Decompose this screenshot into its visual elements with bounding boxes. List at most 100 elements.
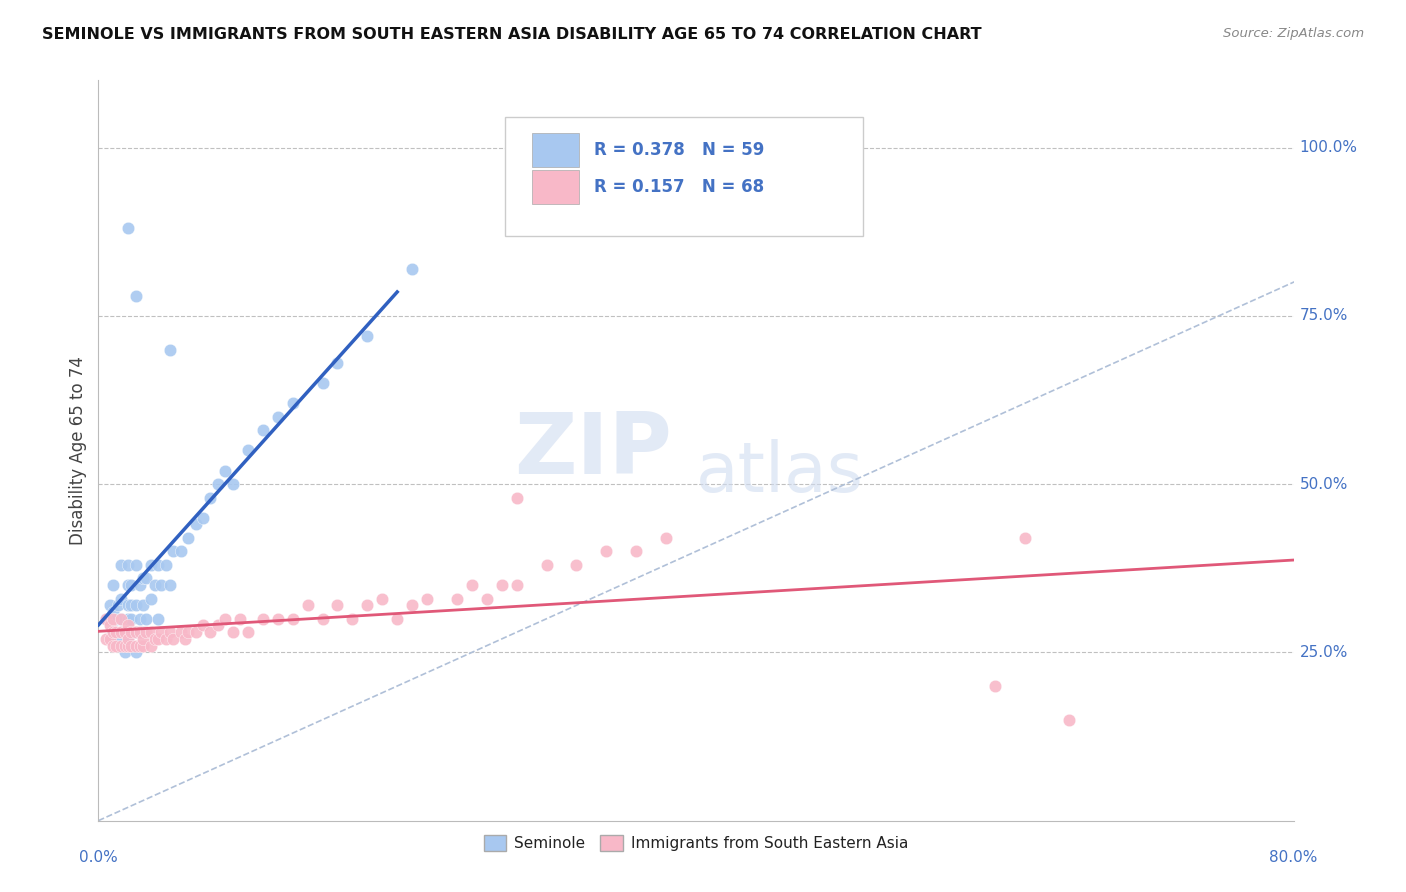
Point [207, 477, 229, 491]
Point [103, 639, 125, 653]
Point [103, 625, 125, 640]
Point [103, 625, 125, 640]
Point [169, 544, 191, 558]
Point [125, 288, 148, 302]
Point [110, 639, 132, 653]
Point [162, 632, 184, 646]
Point [117, 612, 139, 626]
Point [120, 625, 142, 640]
Point [385, 612, 409, 626]
Point [125, 625, 148, 640]
Point [120, 599, 142, 613]
Text: atlas: atlas [696, 439, 863, 506]
Point [150, 578, 173, 592]
Point [356, 329, 378, 343]
Point [105, 625, 128, 640]
Point [984, 679, 1007, 693]
Point [200, 625, 222, 640]
Point [129, 625, 152, 640]
Point [342, 612, 364, 626]
Point [356, 599, 378, 613]
Point [1059, 713, 1081, 727]
Point [129, 639, 152, 653]
Point [184, 625, 207, 640]
Point [311, 612, 333, 626]
Point [120, 578, 142, 592]
Point [506, 491, 529, 505]
Text: ZIP: ZIP [515, 409, 672, 492]
Point [117, 639, 139, 653]
Point [114, 645, 136, 659]
Point [135, 625, 157, 640]
Point [110, 612, 132, 626]
Point [461, 578, 484, 592]
Point [120, 639, 142, 653]
Point [281, 612, 304, 626]
Point [565, 558, 588, 572]
Point [150, 625, 173, 640]
Text: R = 0.157   N = 68: R = 0.157 N = 68 [595, 178, 765, 196]
Point [98, 618, 122, 632]
Point [135, 571, 157, 585]
Point [297, 599, 319, 613]
Point [311, 376, 333, 391]
Point [143, 578, 166, 592]
Point [506, 578, 529, 592]
Point [159, 625, 181, 640]
Point [110, 591, 132, 606]
FancyBboxPatch shape [533, 133, 579, 167]
Text: SEMINOLE VS IMMIGRANTS FROM SOUTH EASTERN ASIA DISABILITY AGE 65 TO 74 CORRELATI: SEMINOLE VS IMMIGRANTS FROM SOUTH EASTER… [42, 27, 981, 42]
Legend: Seminole, Immigrants from South Eastern Asia: Seminole, Immigrants from South Eastern … [478, 830, 914, 857]
Point [98, 632, 122, 646]
Point [184, 517, 207, 532]
Text: 0.0%: 0.0% [79, 850, 118, 865]
Point [105, 612, 128, 626]
Point [536, 558, 558, 572]
Point [401, 599, 423, 613]
Point [401, 261, 423, 276]
Point [132, 625, 155, 640]
Point [155, 558, 177, 572]
Point [446, 591, 468, 606]
Point [103, 605, 125, 619]
Point [159, 578, 181, 592]
Point [110, 612, 132, 626]
Point [177, 625, 200, 640]
Point [214, 464, 236, 478]
Text: 50.0%: 50.0% [1299, 476, 1348, 491]
Point [114, 625, 136, 640]
Point [252, 423, 274, 437]
Point [200, 491, 222, 505]
Point [595, 544, 617, 558]
Point [125, 599, 148, 613]
Point [129, 612, 152, 626]
Point [139, 591, 162, 606]
Point [94, 632, 117, 646]
Point [132, 571, 155, 585]
Text: R = 0.378   N = 59: R = 0.378 N = 59 [595, 141, 765, 159]
Point [114, 639, 136, 653]
Point [103, 612, 125, 626]
Point [252, 612, 274, 626]
Point [326, 599, 349, 613]
Point [129, 578, 152, 592]
Point [139, 639, 162, 653]
Point [125, 645, 148, 659]
Point [105, 639, 128, 653]
Text: Source: ZipAtlas.com: Source: ZipAtlas.com [1223, 27, 1364, 40]
Point [98, 599, 122, 613]
Point [207, 618, 229, 632]
Point [162, 544, 184, 558]
Point [222, 625, 245, 640]
Point [191, 618, 214, 632]
Point [125, 639, 148, 653]
Point [416, 591, 439, 606]
Point [135, 612, 157, 626]
Text: 100.0%: 100.0% [1299, 140, 1358, 155]
Point [326, 356, 349, 370]
Point [1014, 531, 1036, 545]
Point [120, 625, 142, 640]
Text: 80.0%: 80.0% [1270, 850, 1317, 865]
Point [125, 625, 148, 640]
Point [177, 531, 200, 545]
